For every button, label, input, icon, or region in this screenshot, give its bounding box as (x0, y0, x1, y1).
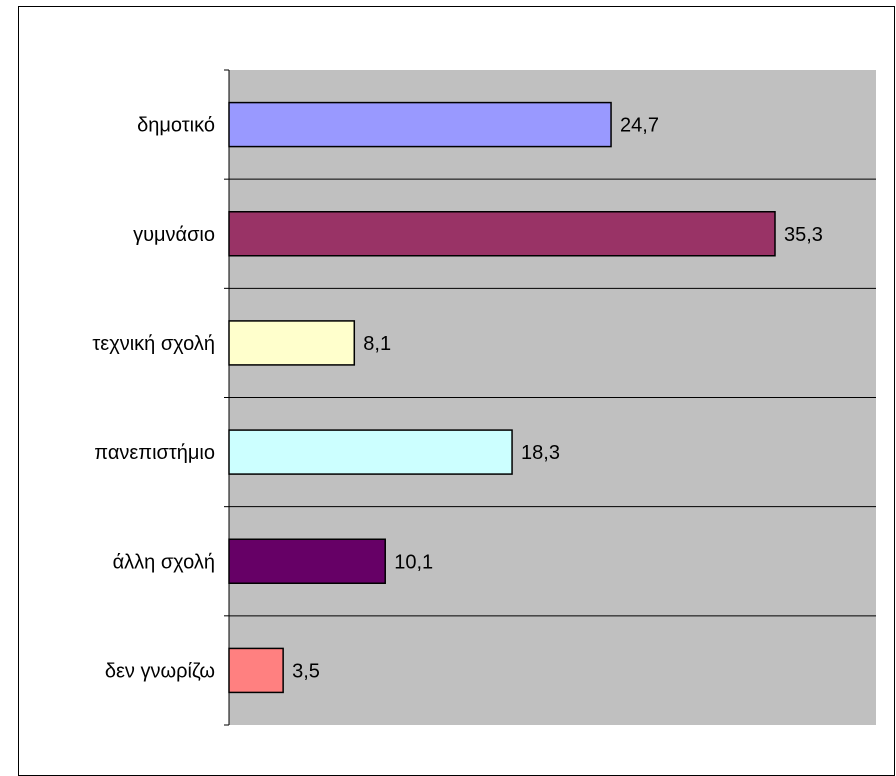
labels: δημοτικό 24,7 γυμνάσιο 35,3 τεχνική σχολή 8,1… (92, 115, 823, 683)
data-label: 18,3 (521, 442, 560, 464)
data-label: 10,1 (394, 551, 433, 573)
category-label: δημοτικό (137, 115, 215, 137)
bar (228, 538, 386, 584)
grid-lines (229, 178, 876, 617)
data-label: 24,7 (620, 115, 659, 137)
data-label: 3,5 (292, 660, 320, 682)
bar (228, 429, 513, 475)
category-label: πανεπιστήμιο (94, 442, 215, 464)
bar (228, 320, 356, 366)
data-label: 8,1 (363, 333, 391, 355)
bar (228, 101, 612, 148)
category-label: γυμνάσιο (133, 224, 215, 246)
bar (228, 211, 776, 257)
bar (228, 647, 284, 694)
category-label: τεχνική σχολή (92, 333, 215, 355)
axis-ticks (224, 69, 229, 726)
category-label: δεν γνωρίζω (105, 660, 215, 682)
data-label: 35,3 (784, 224, 823, 246)
category-label: άλλη σχολή (113, 551, 215, 573)
bars (228, 101, 776, 694)
